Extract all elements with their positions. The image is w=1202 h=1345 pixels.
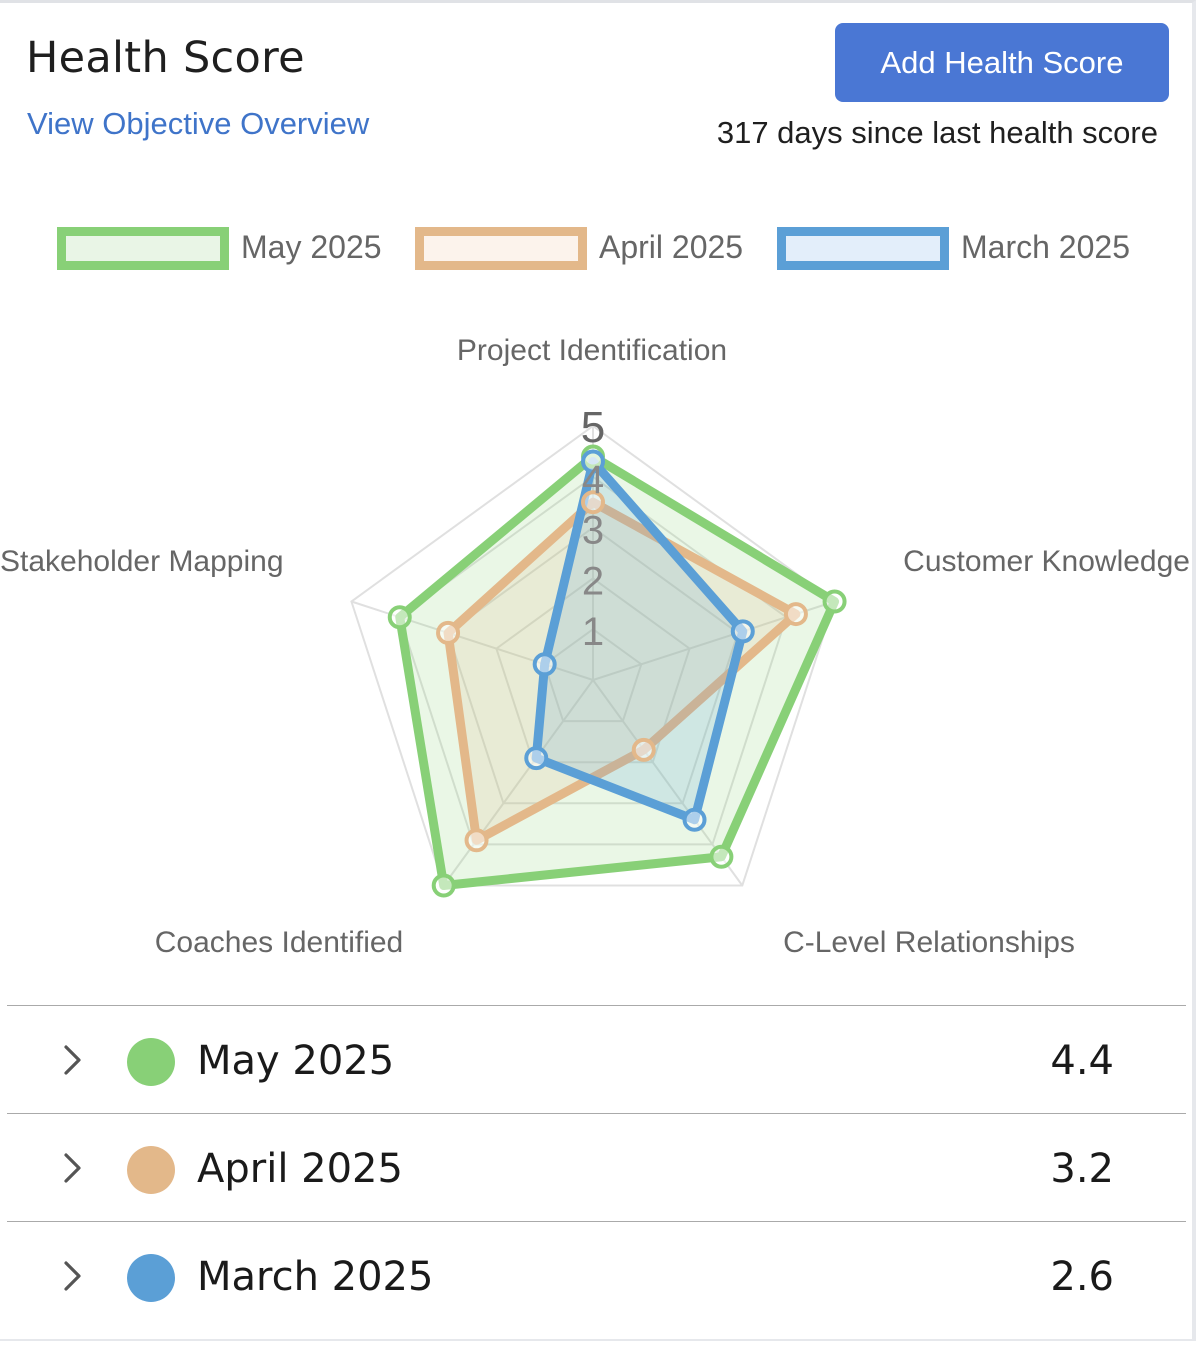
legend-label-march: March 2025 xyxy=(961,229,1130,265)
legend-swatch-may xyxy=(57,227,229,270)
radar-point[interactable] xyxy=(822,589,847,614)
score-row-value: 4.4 xyxy=(1050,1038,1114,1084)
radar-point[interactable] xyxy=(581,490,605,515)
page-title: Health Score xyxy=(26,33,305,83)
radar-point[interactable] xyxy=(682,807,707,832)
radar-point[interactable] xyxy=(532,652,557,677)
score-list: May 2025 4.4 April 2025 3.2 March 2025 2… xyxy=(7,1005,1186,1329)
legend-label-may: May 2025 xyxy=(241,229,382,265)
legend-swatch-april xyxy=(415,227,587,270)
radar-tick-label: 1 xyxy=(582,610,604,654)
radar-axis-label: Customer Knowledge xyxy=(903,545,1190,578)
radar-series-march-2025 xyxy=(531,457,748,825)
radar-grid-ring xyxy=(495,577,691,764)
radar-axis-label: Project Identification xyxy=(457,334,727,367)
radar-point[interactable] xyxy=(436,620,461,645)
score-row-label: May 2025 xyxy=(197,1038,395,1084)
series-color-dot xyxy=(127,1254,175,1302)
view-objective-overview-link[interactable]: View Objective Overview xyxy=(27,106,370,141)
radar-axis-labels: Project Identification Customer Knowledge… xyxy=(0,334,1190,959)
radar-point[interactable] xyxy=(709,844,734,869)
radar-ticks: 1 2 3 4 5 xyxy=(581,403,605,654)
radar-axis-label: Coaches Identified xyxy=(155,926,404,959)
radar-point[interactable] xyxy=(431,873,456,898)
score-row-may[interactable]: May 2025 4.4 xyxy=(7,1005,1186,1113)
legend-swatch-march xyxy=(777,227,949,270)
radar-tick-label: 4 xyxy=(582,458,604,502)
legend-label-april: April 2025 xyxy=(599,229,744,265)
radar-chart: 1 2 3 4 5 Project Identification Customer Kno… xyxy=(0,334,1190,959)
radar-spoke xyxy=(442,679,594,887)
score-row-value: 3.2 xyxy=(1050,1146,1114,1192)
radar-tick-label: 2 xyxy=(582,559,604,603)
series-color-dot xyxy=(127,1038,175,1086)
chart-legend: May 2025 April 2025 March 2025 xyxy=(0,225,1196,271)
score-row-label: March 2025 xyxy=(197,1254,434,1300)
radar-point[interactable] xyxy=(631,737,656,762)
series-color-dot xyxy=(127,1146,175,1194)
radar-point[interactable] xyxy=(387,605,412,630)
score-row-value: 2.6 xyxy=(1050,1254,1114,1300)
radar-tick-label: 5 xyxy=(581,403,605,452)
radar-point[interactable] xyxy=(730,619,755,644)
score-row-label: April 2025 xyxy=(197,1146,403,1192)
radar-axis-label: Stakeholder Mapping xyxy=(0,545,284,578)
chevron-right-icon[interactable] xyxy=(57,1152,89,1184)
chevron-right-icon[interactable] xyxy=(57,1260,89,1292)
radar-point[interactable] xyxy=(464,828,489,853)
score-row-march[interactable]: March 2025 2.6 xyxy=(7,1221,1186,1329)
chevron-right-icon[interactable] xyxy=(57,1044,89,1076)
radar-series-may-2025 xyxy=(395,451,840,890)
radar-series xyxy=(387,444,847,898)
add-health-score-button[interactable]: Add Health Score xyxy=(835,23,1169,102)
radar-axis-label: C-Level Relationships xyxy=(783,926,1075,959)
radar-point[interactable] xyxy=(581,449,605,474)
days-since-last-score: 317 days since last health score xyxy=(716,115,1158,150)
score-row-april[interactable]: April 2025 3.2 xyxy=(7,1113,1186,1221)
radar-tick-label: 3 xyxy=(582,509,604,553)
radar-point[interactable] xyxy=(524,746,549,771)
radar-point[interactable] xyxy=(783,602,808,627)
